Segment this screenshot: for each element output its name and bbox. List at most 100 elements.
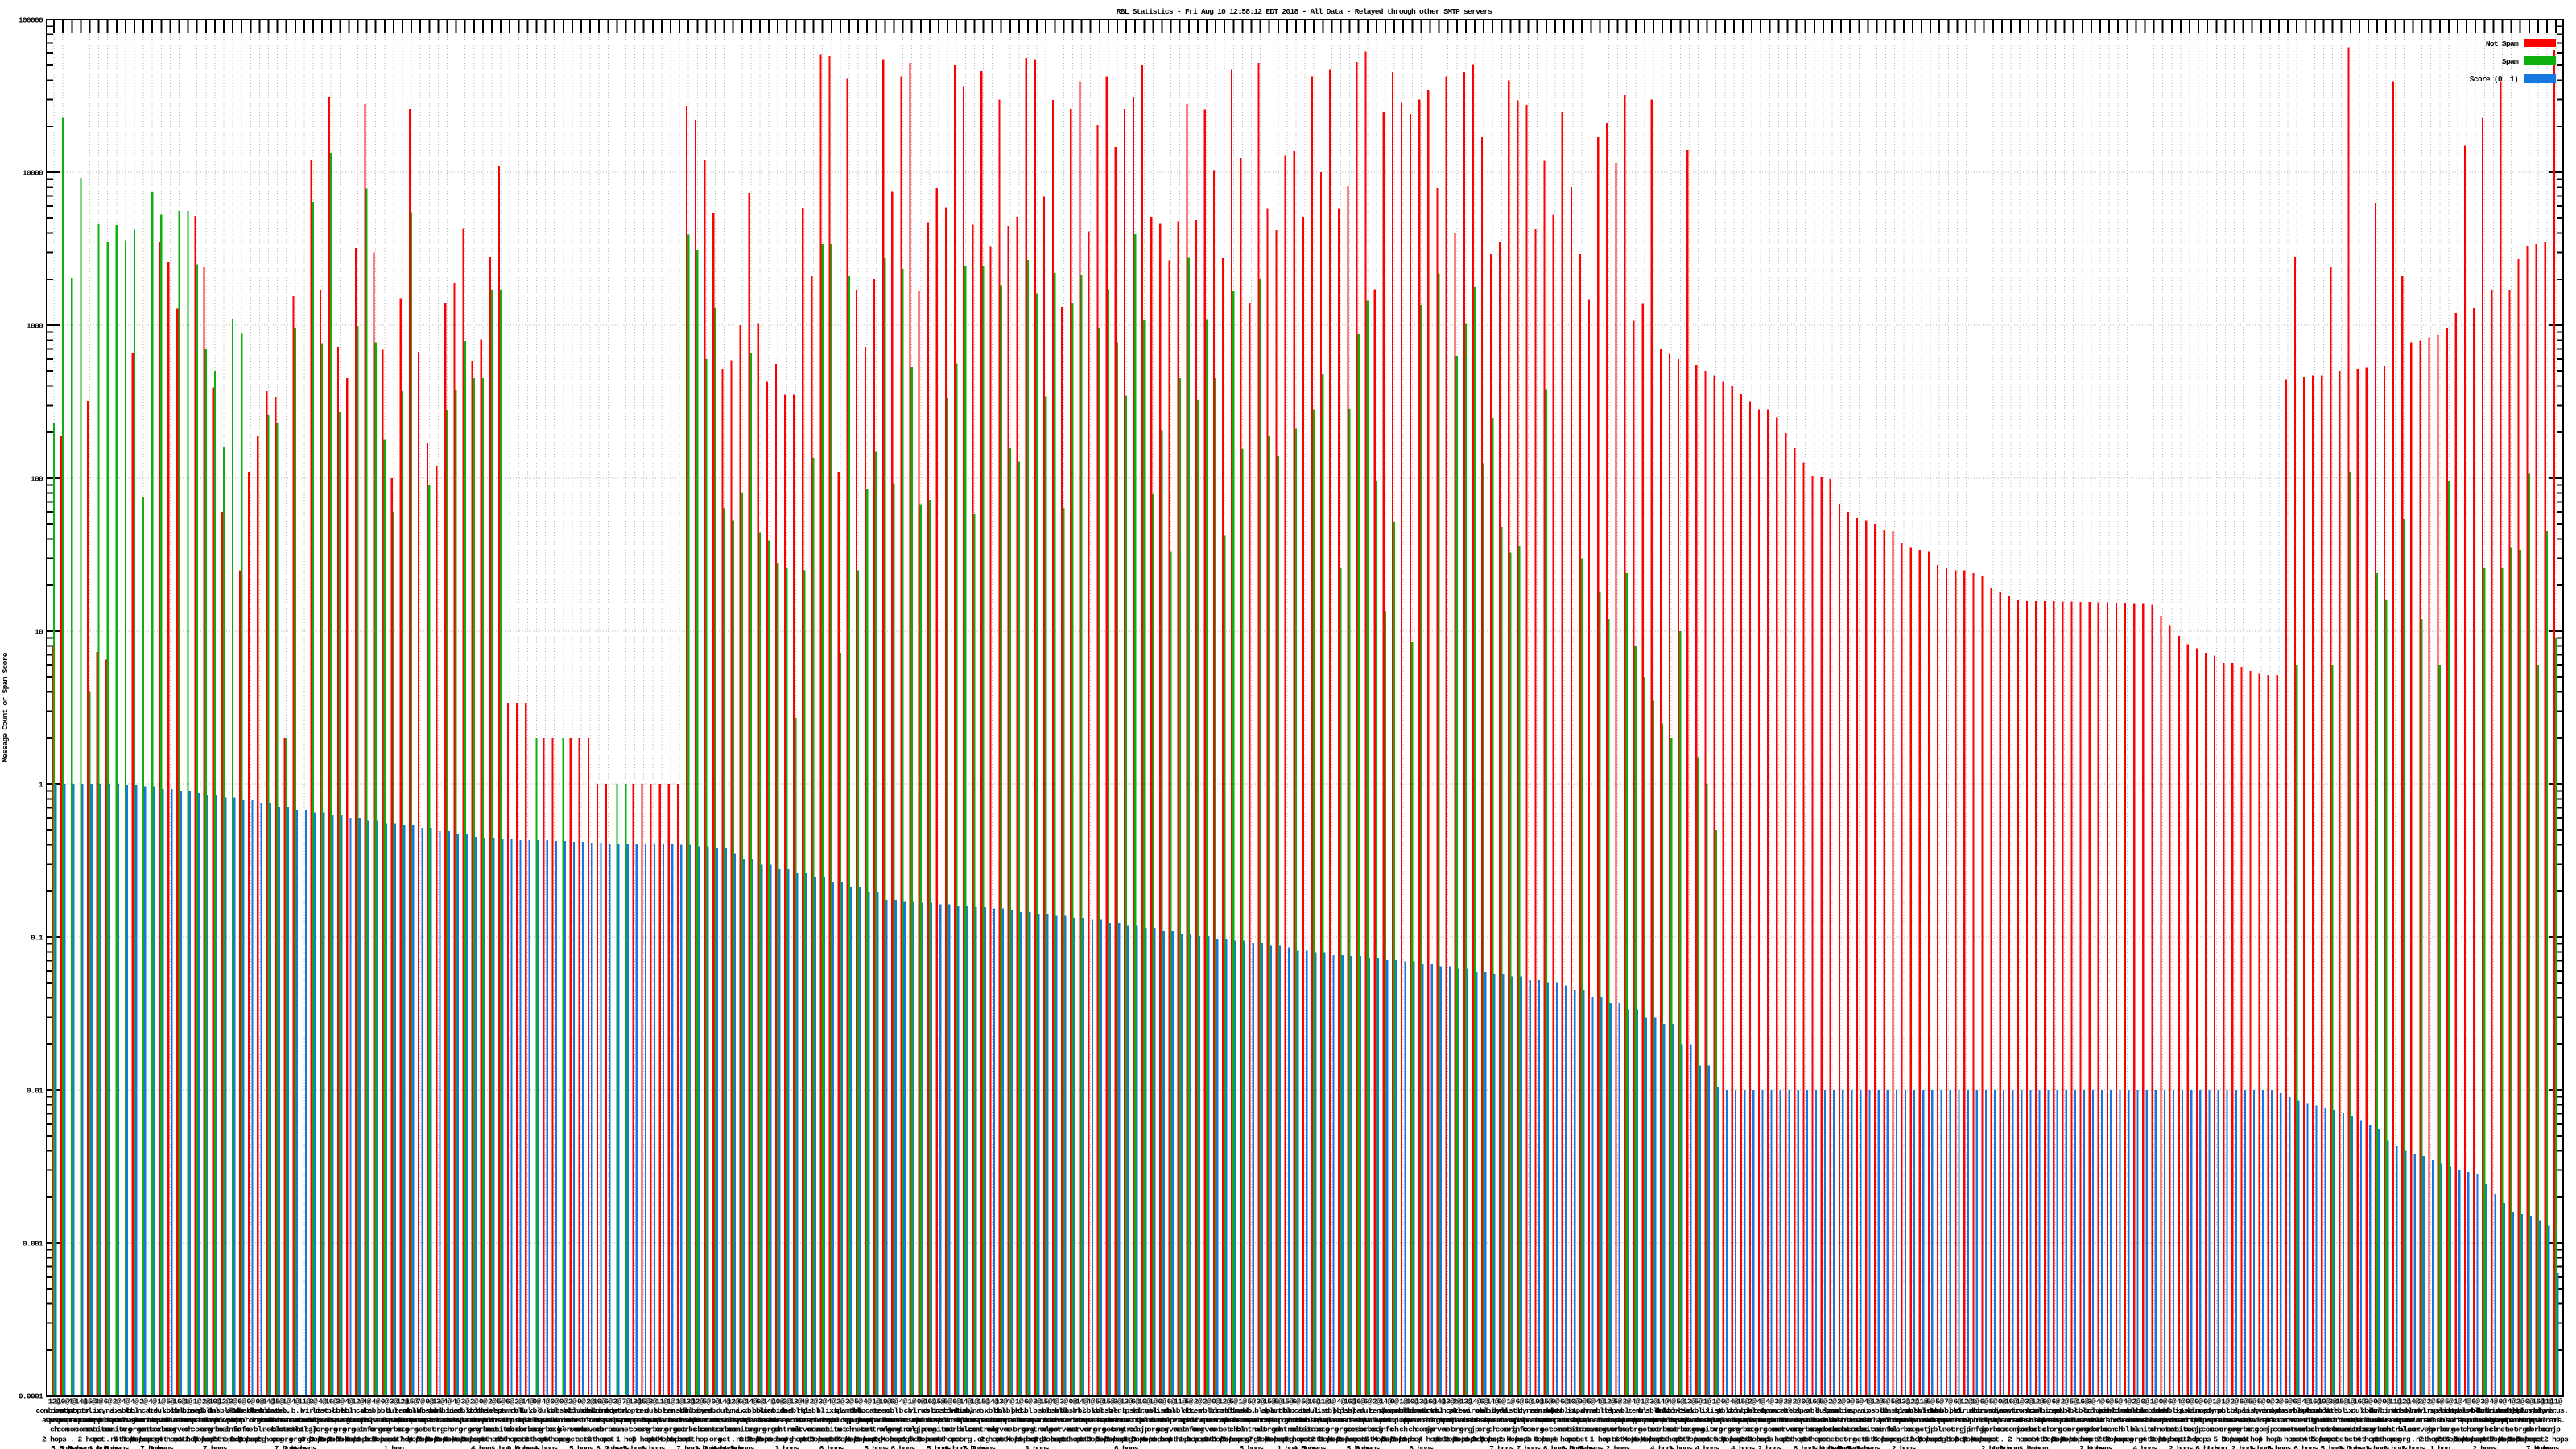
svg-text:10000: 10000 [23, 169, 43, 178]
svg-text:3@virus.rbl.jp3 hops: 3@ virus. rbl. jp 3 hops [301, 1397, 326, 1444]
svg-text:0.0001: 0.0001 [19, 1393, 43, 1402]
svg-text:5@dyna.spamrats.com.3 hops: 5@ dyna. spamrats. com. 3 hops [2243, 1397, 2279, 1449]
svg-text:0@combined.abuse.ch4 hops: 0@ combined. abuse. ch 4 hops [2029, 1397, 2065, 1444]
svg-text:0@dyna.spamrats.com.1 hop: 0@ dyna. spamrats. com. 1 hop [1984, 1397, 2020, 1449]
svg-text:5@combined.abuse.ch2 hops: 5@ combined. abuse. ch 2 hops [2100, 1397, 2136, 1444]
svg-text:1@dyna.spamrats.com.7 hops: 1@ dyna. spamrats. com. 7 hops [956, 1397, 993, 1449]
svg-text:1: 1 [39, 781, 43, 790]
svg-text:14@dyna.spamrats.com.2 hops: 14@ dyna. spamrats. com. 2 hops [2395, 1397, 2431, 1449]
svg-text:16@spamrbl.imp.ch4 hops: 16@ spamrbl. imp. ch 4 hops [2298, 1397, 2330, 1444]
svg-text:3@noptr.spamrats.com.2 hops: 3@ noptr. spamrats. com. 2 hops [599, 1397, 635, 1449]
svg-text:12@virus.rbl.jp6 hops: 12@ virus. rbl. jp 6 hops [1954, 1397, 1979, 1444]
svg-text:6@dyna.spamrats.com.6 hops: 6@ dyna. spamrats. com. 6 hops [89, 1397, 126, 1449]
svg-text:3@spamrbl.imp.ch6 hops: 3@ spamrbl. imp. ch 6 hops [833, 1397, 865, 1444]
svg-text:Message Count or Spam Score: Message Count or Spam Score [1, 652, 10, 762]
svg-text:5@virus.rbl.jp6 hops: 5@ virus. rbl. jp 6 hops [1918, 1397, 1943, 1444]
svg-text:RBL Statistics - Fri Aug 10 12: RBL Statistics - Fri Aug 10 12:58:12 EDT… [1117, 7, 1493, 16]
svg-text:16@virus.rbl.jp4 hops: 16@ virus. rbl. jp 4 hops [1418, 1397, 1443, 1444]
svg-text:1@virus.rbl.jp2 hops: 1@ virus. rbl. jp 2 hops [2008, 1397, 2033, 1444]
svg-text:11@virus.rbl.jp2 hops: 11@ virus. rbl. jp 2 hops [2544, 1397, 2569, 1444]
svg-text:1000: 1000 [27, 322, 43, 331]
svg-text:14@noptr.spamrats.com.5 hops: 14@ noptr. spamrats. com. 5 hops [63, 1397, 99, 1449]
svg-text:11@dyna.spamrats.com.4 hops: 11@ dyna. spamrats. com. 4 hops [2529, 1397, 2565, 1449]
svg-text:Spam: Spam [2502, 57, 2519, 66]
svg-text:5@dyna.spamrats.com.5 hops: 5@ dyna. spamrats. com. 5 hops [1573, 1397, 1609, 1449]
svg-text:10@combined.abuse.ch1 hop: 10@ combined. abuse. ch 1 hop [1394, 1397, 1430, 1444]
svg-text:14@virus.rbl.jp1 hop: 14@ virus. rbl. jp 1 hop [1463, 1397, 1487, 1444]
